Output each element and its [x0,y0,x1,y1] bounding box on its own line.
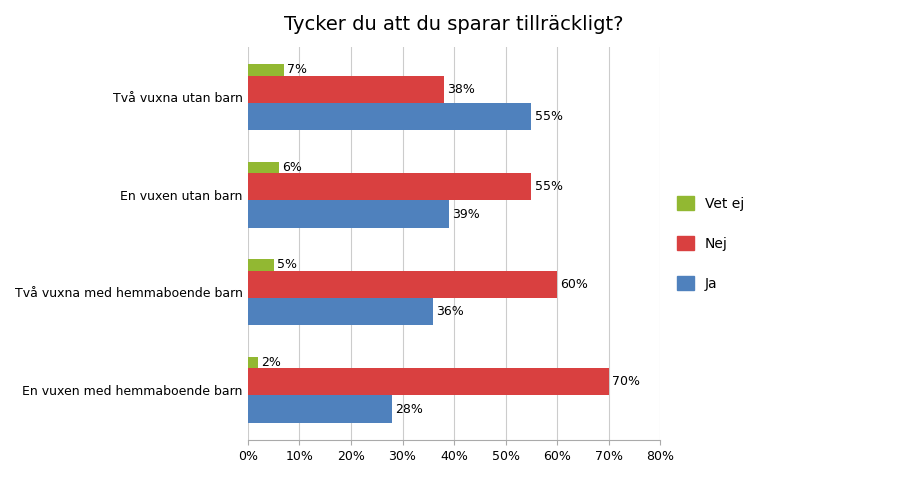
Text: 60%: 60% [560,278,587,291]
Text: 6%: 6% [281,161,301,174]
Bar [247,64,283,76]
Bar [247,271,557,298]
Text: 55%: 55% [534,180,562,193]
Bar [247,162,279,173]
Bar [247,259,273,271]
Title: Tycker du att du sparar tillräckligt?: Tycker du att du sparar tillräckligt? [284,15,623,34]
Bar [247,103,531,130]
Text: 2%: 2% [261,356,281,369]
Bar [247,76,443,103]
Bar [247,357,258,368]
Text: 36%: 36% [436,305,464,318]
Bar [247,298,433,325]
Text: 28%: 28% [395,402,423,415]
Text: 39%: 39% [452,207,479,221]
Text: 38%: 38% [446,83,474,96]
Text: 7%: 7% [287,64,307,76]
Text: 55%: 55% [534,110,562,123]
Bar [247,368,608,395]
Legend: Vet ej, Nej, Ja: Vet ej, Nej, Ja [671,191,749,296]
Text: 5%: 5% [276,259,296,272]
Bar [247,395,391,423]
Bar [247,173,531,200]
Bar [247,200,448,228]
Text: 70%: 70% [612,375,640,388]
